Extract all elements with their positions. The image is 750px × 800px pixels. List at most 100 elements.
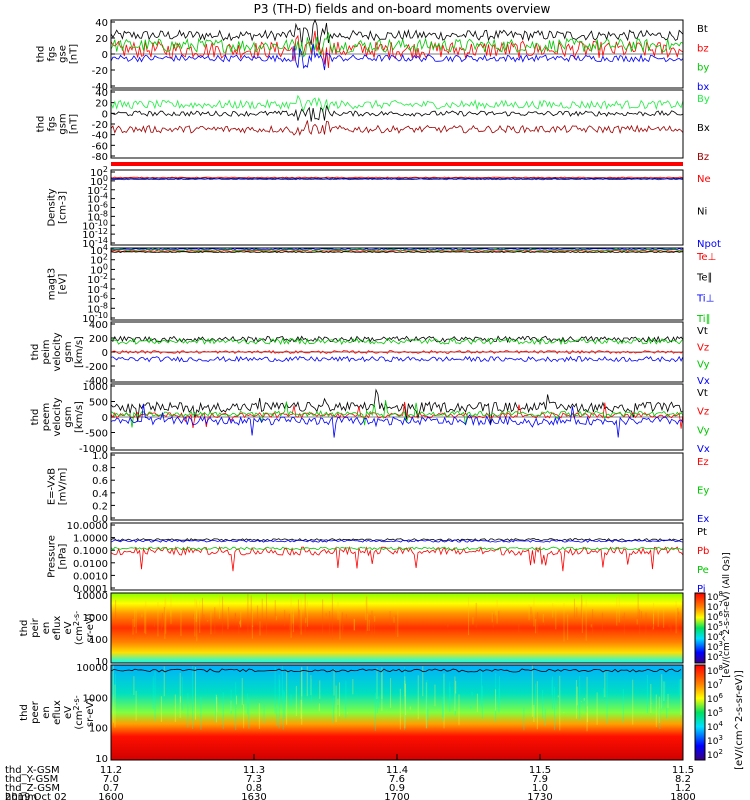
ylabel-line: [cm-3] xyxy=(58,191,69,224)
colorbar-tick-peir: 106 xyxy=(707,610,723,623)
ytick-label: 0.1000 xyxy=(73,546,108,557)
colorbar-tick-peir: 104 xyxy=(707,630,723,643)
series-line xyxy=(110,335,684,344)
ytick-label: 0.4 xyxy=(92,489,108,500)
legend-Bt: Bt xyxy=(697,24,708,35)
panel-frame xyxy=(110,247,684,321)
ylabel-line: thd xyxy=(36,46,47,63)
series-line xyxy=(110,105,684,122)
legend-Vt: Vt xyxy=(697,388,708,399)
series-line xyxy=(110,120,684,136)
panel-frame xyxy=(110,169,684,246)
legend-bz: bz xyxy=(697,43,709,54)
ylabel-line: thd xyxy=(19,620,30,637)
colorbar-tick-peer: 105 xyxy=(707,706,723,719)
ytick-label: 100 xyxy=(90,174,108,188)
ylabel-line: peer xyxy=(30,700,41,724)
ylabel-line: velocity xyxy=(52,332,63,371)
ytick-label: 0.0100 xyxy=(73,559,108,570)
ytick-label: 10-8 xyxy=(87,301,108,315)
xaxis-value: 0.9 xyxy=(389,783,405,794)
colorbar-tick-peer: 107 xyxy=(707,678,723,691)
ylabel-line: [mV/m] xyxy=(58,468,69,506)
colorbar-label-alt: [eV/(cm^2-s-sr-eV) (All Qs)] xyxy=(722,552,732,677)
ytick-label: 10000 xyxy=(76,591,108,602)
panel-efield: E=-VxB [mV/m] 1.0 0.80.6 0.40.2 0.0 Ez Ey Ex xyxy=(47,451,710,525)
series-line xyxy=(110,538,683,542)
ytick-label: 0 xyxy=(102,50,108,61)
ylabel-line: [nT] xyxy=(69,44,80,64)
series-line xyxy=(111,177,684,180)
ytick-label: 0 xyxy=(102,348,108,359)
xaxis-value: 1800 xyxy=(670,792,695,800)
xaxis-row-label: thd_Z-GSM xyxy=(5,783,60,794)
figure-title: P3 (TH-D) fields and on-board moments ov… xyxy=(254,2,551,16)
series-line xyxy=(110,32,684,58)
ytick-label: 0.0001 xyxy=(73,584,108,595)
legend-Ni: Ni xyxy=(697,207,707,218)
legend-Te⊥: Te⊥ xyxy=(696,252,716,263)
ylabel-line: (cm2-s- xyxy=(72,695,85,729)
xaxis-value: 8.2 xyxy=(675,774,691,785)
xaxis-value: 11.3 xyxy=(243,765,265,776)
series-line xyxy=(110,18,684,50)
xaxis-value: 0.7 xyxy=(103,783,119,794)
xaxis-value: 0.8 xyxy=(246,783,262,794)
ytick-label: 10-6 xyxy=(87,292,108,306)
ytick-label: 0.6 xyxy=(92,476,108,487)
ytick-label: 1000 xyxy=(83,693,108,704)
ylabel-line: peim xyxy=(41,339,52,364)
ylabel-line: eV xyxy=(63,706,74,719)
legend-Pe: Pe xyxy=(697,565,709,576)
series-line xyxy=(110,178,684,181)
xaxis-row-label: hhmm xyxy=(5,792,37,800)
panel-peem-velocity: thd peem velocity gsm [km/s] 1000 500 0 -500 -100… xyxy=(30,382,710,455)
ytick-label: -500 xyxy=(85,429,108,440)
ylabel-line: [nT] xyxy=(69,114,80,134)
panel-frame xyxy=(110,19,684,89)
ylabel-line: en xyxy=(41,622,52,635)
panel-frame xyxy=(110,592,684,664)
series-line xyxy=(110,250,684,253)
ytick-label: -1000 xyxy=(79,444,108,455)
ytick-label: 0.0 xyxy=(92,514,108,525)
ytick-label: 40 xyxy=(95,18,108,29)
ytick-label: 10-8 xyxy=(87,209,108,223)
xaxis-value: 1.0 xyxy=(532,783,548,794)
ytick-label: 102 xyxy=(90,253,108,267)
spectrogram-fill xyxy=(111,593,683,663)
xaxis-value: 11.5 xyxy=(529,765,551,776)
legend-Vy: Vy xyxy=(697,425,710,436)
spacecraft-potential-line xyxy=(110,668,682,673)
xaxis-row-label: thd_Y-GSM xyxy=(5,774,58,785)
ylabel-line: [eV] xyxy=(58,274,69,295)
colorbar-tick-peir: 107 xyxy=(707,600,723,613)
xaxis-value: 7.6 xyxy=(389,774,405,785)
ytick-label: 10-10 xyxy=(82,218,108,232)
panel-frame xyxy=(110,383,684,451)
legend-Ti⊥: Ti⊥ xyxy=(696,293,714,304)
panel-frame xyxy=(110,89,684,159)
legend-Te∥: Te∥ xyxy=(696,273,713,284)
xaxis-value: 11.4 xyxy=(386,765,408,776)
legend-Ez: Ez xyxy=(697,457,709,468)
xaxis-row-label: thd_X-GSM xyxy=(5,765,60,776)
colorbar-tick-peer: 106 xyxy=(707,692,723,705)
panel-density: Density [cm-3] 10210010-210-410-610-810-10… xyxy=(47,162,721,250)
legend-Vx: Vx xyxy=(697,376,710,387)
ytick-label: 1000 xyxy=(83,382,108,393)
ylabel-line: gsm xyxy=(58,113,69,134)
legend-Bx: Bx xyxy=(697,123,710,134)
colorbar-label: [eV/(cm^2-s-sr-eV)] xyxy=(734,670,745,770)
ytick-label: 0.2 xyxy=(92,501,108,512)
ytick-label: -20 xyxy=(92,66,108,77)
ylabel-line: thd xyxy=(30,344,41,361)
ylabel-line: [km/s] xyxy=(74,336,85,368)
ytick-label: 10-2 xyxy=(87,183,108,197)
ytick-label: 500 xyxy=(89,398,108,409)
ylabel-line: eflux xyxy=(52,700,63,725)
panel-peer-spectrogram: thd peer en eflux eV (cm2-s-sr-eV) 10000 1000 10… xyxy=(19,663,684,765)
xaxis-value: 1700 xyxy=(384,792,409,800)
date-label: 2019 Oct 02 xyxy=(5,792,67,800)
